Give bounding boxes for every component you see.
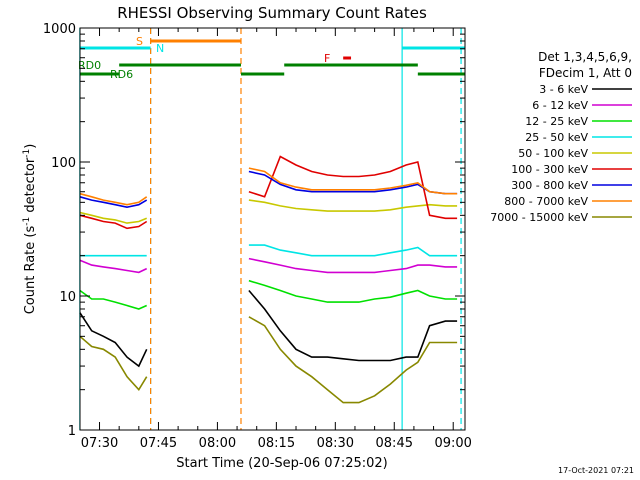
- flag-label: F: [324, 52, 330, 65]
- y-tick-label: 100: [51, 156, 76, 171]
- legend-entry-label: 100 - 300 keV: [511, 163, 588, 176]
- series-line: [248, 257, 458, 274]
- generation-timestamp: 17-Oct-2021 07:21: [558, 466, 634, 475]
- x-tick-label: 08:15: [258, 436, 295, 451]
- legend-entry-label: 6 - 12 keV: [532, 99, 588, 112]
- flag-label: S: [136, 35, 143, 48]
- flag-label: RD0: [78, 59, 101, 72]
- legend-entry-label: 800 - 7000 keV: [504, 195, 588, 208]
- series-line: [248, 244, 458, 257]
- axes: 1 10 100 1000 07:30 07:45 08:00 08:15 08:30 08:45…: [43, 22, 472, 451]
- y-tick-label: 1000: [43, 22, 76, 37]
- y-tick-label: 1: [68, 424, 76, 439]
- x-tick-label: 07:45: [140, 436, 177, 451]
- series-line: [248, 289, 458, 362]
- legend-entry-label: 7000 - 15000 keV: [490, 211, 588, 224]
- series-line: [248, 199, 458, 212]
- y-axis-label: Count Rate (s-1 detector-1): [22, 144, 38, 315]
- series-line: [79, 259, 148, 274]
- x-tick-label: 08:30: [317, 436, 354, 451]
- series-line: [248, 155, 458, 220]
- legend-entry-label: 300 - 800 keV: [511, 179, 588, 192]
- x-tick-label: 08:00: [199, 436, 236, 451]
- x-tick-label: 07:30: [81, 436, 118, 451]
- series-line: [79, 192, 148, 206]
- series-line: [248, 167, 458, 195]
- series-line: [79, 312, 148, 368]
- legend: Det 1,3,4,5,6,9, FDecim 1, Att 0 3 - 6 k…: [490, 50, 632, 224]
- y-tick-label: 10: [59, 290, 76, 305]
- legend-entry-label: 3 - 6 keV: [539, 83, 588, 96]
- series-line: [79, 289, 148, 310]
- series-line: [248, 316, 458, 404]
- x-axis-label: Start Time (20-Sep-06 07:25:02): [176, 456, 387, 471]
- plot-frame: [79, 27, 466, 431]
- legend-header-line-2: FDecim 1, Att 0: [539, 66, 632, 80]
- x-tick-label: 08:45: [376, 436, 413, 451]
- flag-label: RD6: [110, 68, 133, 81]
- plot-area: SN F RD0 RD6: [78, 28, 465, 430]
- series-line: [248, 279, 458, 303]
- chart-title: RHESSI Observing Summary Count Rates: [117, 4, 427, 22]
- series-line: [79, 211, 148, 224]
- series-line: [79, 196, 148, 209]
- legend-header-line-1: Det 1,3,4,5,6,9,: [538, 50, 632, 64]
- series-line: [79, 214, 148, 230]
- flag-label: N: [156, 42, 164, 55]
- legend-entry-label: 12 - 25 keV: [525, 115, 588, 128]
- legend-entry-label: 25 - 50 keV: [525, 131, 588, 144]
- x-tick-label: 09:00: [434, 436, 471, 451]
- legend-entry-label: 50 - 100 keV: [518, 147, 588, 160]
- series-line: [79, 335, 148, 392]
